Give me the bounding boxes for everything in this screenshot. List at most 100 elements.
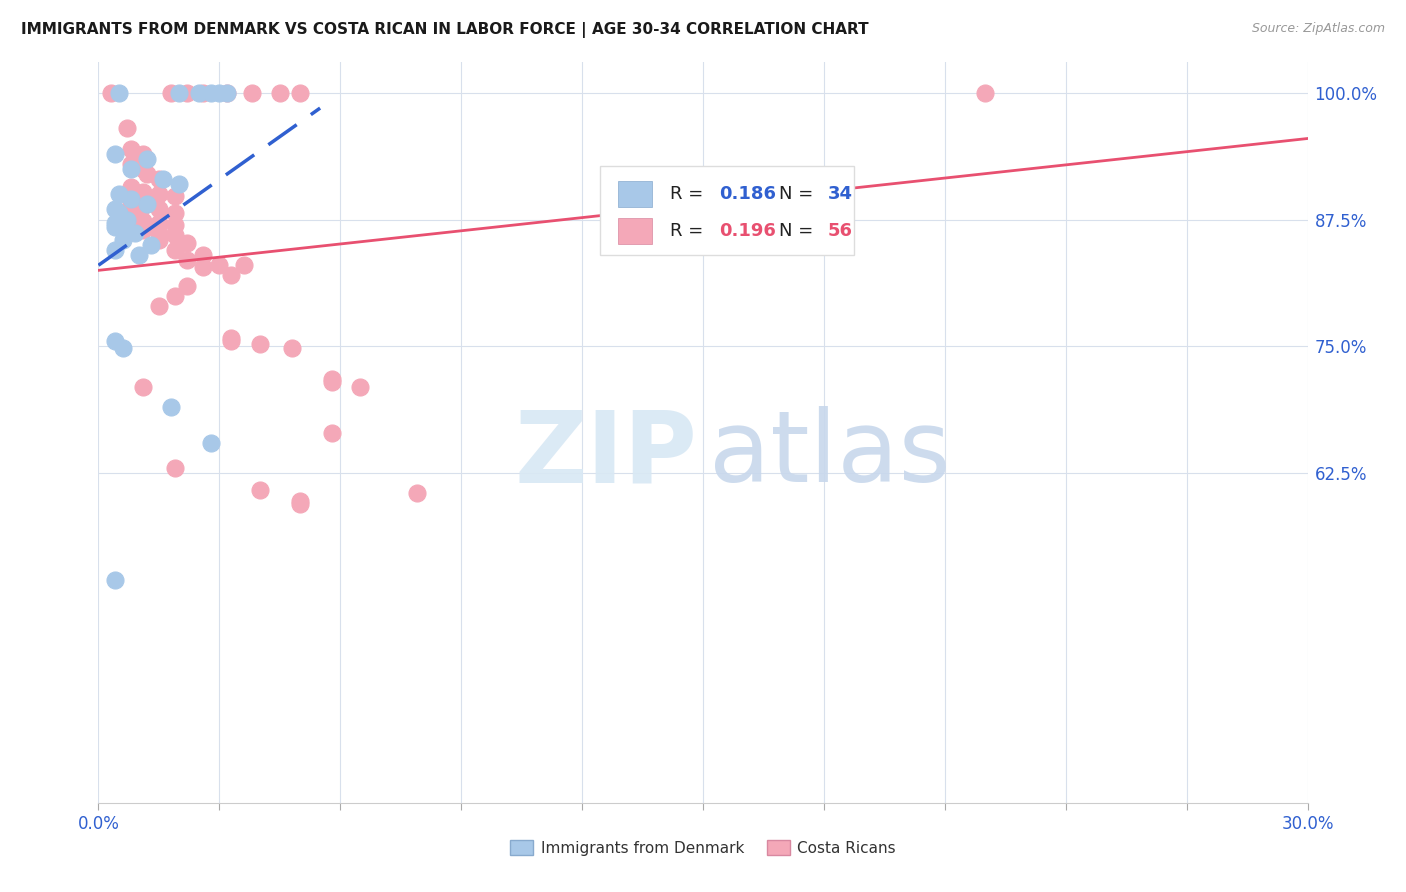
Point [208, 86, 231, 100]
Point [132, 146, 155, 161]
Point [321, 372, 343, 386]
Point [111, 342, 134, 356]
Point [132, 186, 155, 200]
Point [120, 161, 142, 176]
Point [193, 248, 215, 262]
Point [193, 86, 215, 100]
Point [103, 146, 125, 161]
Point [148, 216, 170, 230]
Text: N =: N = [779, 185, 820, 202]
Point [120, 157, 142, 171]
Point [132, 161, 155, 176]
Point [135, 152, 157, 166]
Point [221, 268, 243, 283]
Point [100, 86, 122, 100]
Point [163, 243, 186, 257]
Point [135, 197, 157, 211]
Point [148, 226, 170, 240]
Point [240, 86, 263, 100]
Text: 0.186: 0.186 [718, 185, 776, 202]
Point [176, 235, 198, 250]
Point [120, 210, 142, 224]
FancyBboxPatch shape [600, 166, 855, 255]
Point [107, 187, 129, 202]
Point [288, 497, 311, 511]
Point [103, 202, 125, 217]
Point [163, 218, 186, 232]
Point [163, 289, 186, 303]
Point [139, 238, 162, 252]
Point [120, 180, 142, 194]
Point [249, 337, 271, 351]
Legend: Immigrants from Denmark, Costa Ricans: Immigrants from Denmark, Costa Ricans [503, 834, 903, 862]
Text: 34: 34 [828, 185, 852, 202]
Text: 0.196: 0.196 [718, 222, 776, 240]
Point [249, 483, 271, 498]
Point [103, 334, 125, 349]
Point [132, 380, 155, 394]
Point [288, 86, 311, 100]
Point [321, 425, 343, 440]
FancyBboxPatch shape [619, 181, 652, 207]
Point [167, 177, 190, 191]
Point [148, 172, 170, 186]
Point [115, 212, 138, 227]
Point [217, 86, 239, 100]
Point [135, 167, 157, 181]
Point [221, 331, 243, 345]
Point [163, 189, 186, 203]
Point [103, 573, 125, 587]
Point [974, 86, 997, 100]
Point [167, 86, 190, 100]
Point [160, 86, 183, 100]
Point [120, 142, 142, 156]
Point [200, 86, 222, 100]
Point [132, 199, 155, 213]
Point [148, 187, 170, 202]
Point [103, 219, 125, 234]
Point [176, 278, 198, 293]
Point [111, 233, 134, 247]
Point [128, 248, 150, 262]
Point [103, 243, 125, 257]
Point [232, 258, 254, 272]
Point [107, 86, 129, 100]
Point [193, 260, 215, 275]
Point [148, 299, 170, 313]
Point [163, 461, 186, 475]
Text: IMMIGRANTS FROM DENMARK VS COSTA RICAN IN LABOR FORCE | AGE 30-34 CORRELATION CH: IMMIGRANTS FROM DENMARK VS COSTA RICAN I… [21, 22, 869, 38]
Point [160, 401, 183, 415]
Point [148, 233, 170, 247]
FancyBboxPatch shape [619, 218, 652, 244]
Text: Source: ZipAtlas.com: Source: ZipAtlas.com [1251, 22, 1385, 36]
Point [120, 192, 142, 206]
Point [208, 258, 231, 272]
Point [132, 213, 155, 227]
Point [148, 202, 170, 217]
Point [176, 253, 198, 268]
Point [132, 223, 155, 237]
Point [288, 493, 311, 508]
Point [200, 435, 222, 450]
Point [281, 342, 304, 356]
Point [124, 226, 146, 240]
Point [163, 205, 186, 219]
Point [176, 86, 198, 100]
Text: atlas: atlas [709, 407, 950, 503]
Point [163, 227, 186, 242]
Text: R =: R = [671, 185, 710, 202]
Point [349, 380, 371, 394]
Point [115, 121, 138, 136]
Point [221, 334, 243, 349]
Point [269, 86, 291, 100]
Text: R =: R = [671, 222, 710, 240]
Point [217, 86, 239, 100]
Text: 56: 56 [828, 222, 852, 240]
Point [405, 486, 427, 500]
Point [107, 205, 129, 219]
Point [152, 172, 174, 186]
Point [107, 210, 129, 224]
Point [188, 86, 211, 100]
Point [120, 195, 142, 210]
Point [103, 216, 125, 230]
